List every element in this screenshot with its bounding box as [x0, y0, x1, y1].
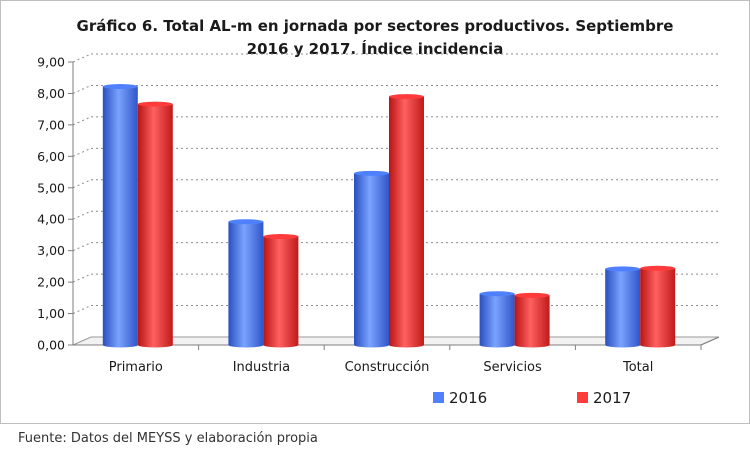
bar-construcción-2016 — [354, 170, 389, 348]
bar-top — [354, 170, 389, 176]
bar-body — [389, 96, 424, 348]
x-axis-depth — [700, 336, 720, 346]
x-tick-label: Total — [622, 360, 653, 375]
bar-body — [354, 173, 389, 348]
bar-body — [102, 86, 138, 348]
y-tick-label: 5,00 — [37, 180, 65, 195]
y-tick-label: 6,00 — [37, 149, 65, 164]
gridline-depth — [72, 84, 92, 94]
bar-body — [514, 295, 550, 348]
x-tick-label: Industria — [233, 360, 290, 375]
bar-top — [605, 266, 641, 272]
legend: 2016 2017 — [433, 389, 631, 407]
bar-top — [514, 292, 550, 298]
plot-area: 0,00 1,00 2,00 3,00 4,00 5,00 6,00 7,00 8,00 9,00… — [37, 53, 720, 375]
gridline-depth — [72, 147, 92, 157]
bar-top — [228, 219, 264, 225]
gridline-depth — [72, 210, 92, 220]
bar-body — [263, 236, 299, 348]
legend-swatch — [433, 392, 444, 403]
bar-servicios-2017 — [514, 292, 550, 348]
gridline-depth — [72, 116, 92, 126]
y-tick-label: 4,00 — [37, 212, 65, 227]
y-tick-label: 0,00 — [37, 338, 65, 353]
bar-body — [640, 268, 676, 348]
y-tick-label: 3,00 — [37, 243, 65, 258]
legend-item-2017: 2017 — [577, 389, 631, 407]
legend-swatch — [577, 392, 588, 403]
gridline-depth — [72, 242, 92, 252]
bar-top — [263, 234, 299, 240]
gridline-depth — [72, 179, 92, 189]
bar-top — [137, 101, 173, 107]
legend-label: 2017 — [593, 389, 631, 407]
bar-body — [479, 293, 515, 348]
source-note: Fuente: Datos del MEYSS y elaboración pr… — [18, 431, 318, 446]
x-tick-label: Primario — [109, 360, 163, 375]
gridline-depth — [72, 305, 92, 315]
bar-total-2017 — [640, 265, 676, 348]
gridline-depth — [72, 273, 92, 283]
chart-title-line-2: 2016 y 2017. Índice incidencia — [247, 39, 504, 58]
chart-title-line-1: Gráfico 6. Total AL-m en jornada por sec… — [77, 17, 674, 35]
bar-top — [102, 84, 138, 90]
x-tick-label: Servicios — [483, 360, 542, 375]
chart-frame: Gráfico 6. Total AL-m en jornada por sec… — [0, 0, 750, 424]
bar-top — [640, 265, 676, 271]
bar-primario-2016 — [102, 84, 138, 348]
bar-industria-2017 — [263, 234, 299, 348]
y-tick-label: 7,00 — [37, 117, 65, 132]
y-tick-label: 2,00 — [37, 275, 65, 290]
bar-primario-2017 — [137, 101, 173, 348]
bar-body — [228, 221, 264, 348]
bar-chart: Gráfico 6. Total AL-m en jornada por sec… — [37, 17, 720, 407]
bar-body — [137, 104, 173, 348]
y-tick-label: 9,00 — [37, 55, 65, 70]
bar-body — [605, 268, 641, 348]
bar-industria-2016 — [228, 219, 264, 348]
bar-top — [389, 94, 424, 100]
bar-total-2016 — [605, 266, 641, 348]
legend-item-2016: 2016 — [433, 389, 487, 407]
x-tick-label: Construcción — [345, 360, 430, 375]
y-tick-label: 1,00 — [37, 306, 65, 321]
bar-servicios-2016 — [479, 291, 515, 348]
bar-top — [479, 291, 515, 297]
legend-label: 2016 — [449, 389, 487, 407]
gridline-depth — [72, 53, 92, 63]
bar-construcción-2017 — [389, 94, 424, 348]
chart-title: Gráfico 6. Total AL-m en jornada por sec… — [77, 17, 674, 58]
y-tick-label: 8,00 — [37, 86, 65, 101]
